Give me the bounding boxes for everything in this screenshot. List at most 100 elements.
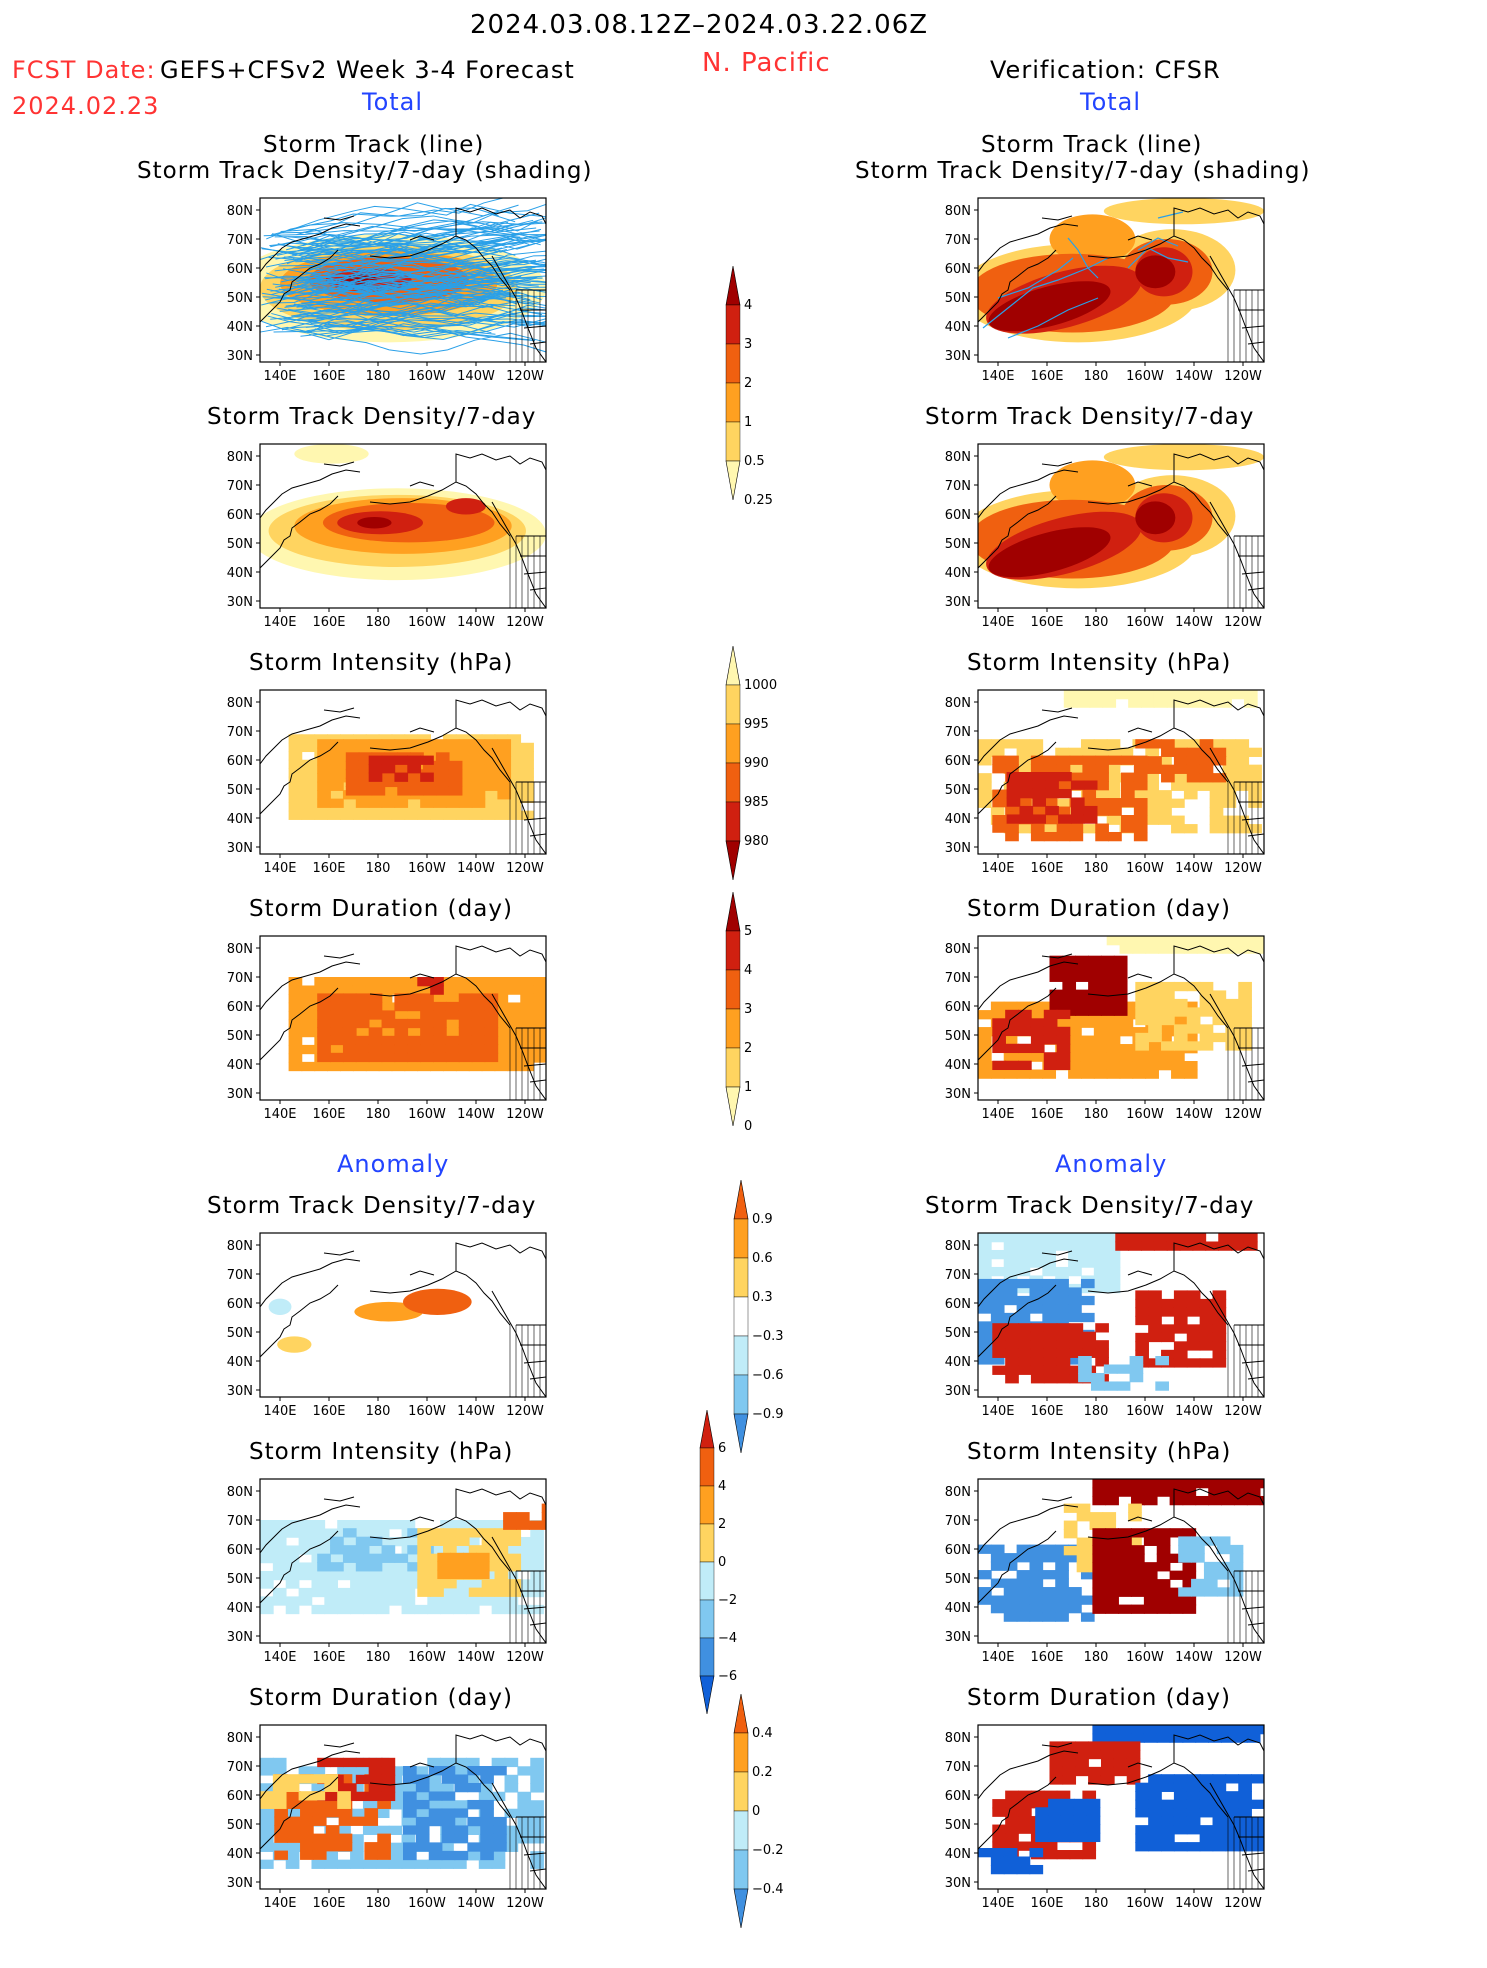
lat-tick-label: 80N	[945, 1731, 971, 1746]
lon-tick-label: 140E	[981, 1896, 1014, 1911]
colorbar-tick-label: 0.2	[752, 1765, 773, 1780]
lon-tick-label: 160E	[1030, 1650, 1063, 1665]
lon-tick-label: 160E	[1030, 1896, 1063, 1911]
region-label: N. Pacific	[702, 48, 831, 78]
lat-tick-label: 60N	[945, 1000, 971, 1015]
lon-tick-label: 140W	[457, 1107, 495, 1122]
title-duration-anom-right: Storm Duration (day)	[967, 1685, 1231, 1711]
colorbar-tick-label: 2	[744, 1041, 752, 1056]
verification-label: Verification: CFSR	[990, 56, 1221, 84]
title-intensity-left: Storm Intensity (hPa)	[249, 650, 513, 676]
lat-tick-label: 60N	[945, 1789, 971, 1804]
lon-tick-label: 140E	[981, 1107, 1014, 1122]
lon-tick-label: 160W	[408, 1107, 446, 1122]
lon-tick-label: 140E	[981, 615, 1014, 630]
lat-tick-label: 50N	[945, 1029, 971, 1044]
lon-tick-label: 180	[366, 1404, 391, 1419]
lat-tick-label: 80N	[227, 1485, 253, 1500]
lat-tick-label: 50N	[227, 783, 253, 798]
lon-tick-label: 120W	[506, 1896, 544, 1911]
lon-tick-label: 160E	[312, 1107, 345, 1122]
lat-tick-label: 60N	[945, 262, 971, 277]
anomaly-label-right: Anomaly	[1055, 1150, 1167, 1178]
lat-tick-label: 70N	[945, 971, 971, 986]
title-intensity-anom-right: Storm Intensity (hPa)	[967, 1439, 1231, 1465]
lat-tick-label: 70N	[945, 1760, 971, 1775]
lat-tick-label: 40N	[945, 320, 971, 335]
fcst-date: 2024.02.23	[12, 92, 159, 120]
lat-tick-label: 60N	[227, 754, 253, 769]
lon-tick-label: 180	[366, 1107, 391, 1122]
title-duration-anom-left: Storm Duration (day)	[249, 1685, 513, 1711]
lat-tick-label: 50N	[945, 1818, 971, 1833]
colorbar-tick-label: −0.2	[752, 1843, 784, 1858]
lat-tick-label: 70N	[945, 1268, 971, 1283]
lon-tick-label: 140E	[981, 369, 1014, 384]
lat-tick-label: 40N	[227, 1355, 253, 1370]
lon-tick-label: 160W	[408, 1896, 446, 1911]
colorbar-tick-label: 2	[744, 376, 752, 391]
lat-tick-label: 60N	[945, 1297, 971, 1312]
colorbar-tick-label: 3	[744, 337, 752, 352]
lon-tick-label: 180	[1084, 615, 1109, 630]
lat-tick-label: 80N	[945, 942, 971, 957]
title-duration-right: Storm Duration (day)	[967, 896, 1231, 922]
lon-tick-label: 160E	[1030, 369, 1063, 384]
lon-tick-label: 160W	[408, 1404, 446, 1419]
lon-tick-label: 160W	[408, 615, 446, 630]
lon-tick-label: 160E	[312, 1896, 345, 1911]
lat-tick-label: 70N	[227, 233, 253, 248]
lat-tick-label: 70N	[227, 1268, 253, 1283]
lon-tick-label: 140E	[263, 1107, 296, 1122]
colorbar-tick-label: 0.6	[752, 1251, 773, 1266]
lon-tick-label: 140E	[263, 1896, 296, 1911]
lat-tick-label: 30N	[227, 841, 253, 856]
lon-tick-label: 140W	[457, 1650, 495, 1665]
colorbar-tick-label: 995	[744, 717, 769, 732]
lat-tick-label: 80N	[227, 942, 253, 957]
lat-tick-label: 30N	[227, 1630, 253, 1645]
colorbar-tick-label: −0.6	[752, 1368, 784, 1383]
lon-tick-label: 160E	[312, 1404, 345, 1419]
lon-tick-label: 160W	[1126, 1404, 1164, 1419]
lat-tick-label: 60N	[227, 1000, 253, 1015]
lon-tick-label: 160E	[312, 369, 345, 384]
lon-tick-label: 140E	[263, 1650, 296, 1665]
lon-tick-label: 160W	[408, 369, 446, 384]
lon-tick-label: 160W	[1126, 369, 1164, 384]
lon-tick-label: 180	[1084, 1650, 1109, 1665]
lon-tick-label: 120W	[1224, 1107, 1262, 1122]
lat-tick-label: 60N	[227, 1297, 253, 1312]
colorbar-tick-label: 0.9	[752, 1212, 773, 1227]
colorbar-tick-label: 4	[718, 1479, 726, 1494]
lat-tick-label: 60N	[227, 508, 253, 523]
lat-tick-label: 70N	[945, 1514, 971, 1529]
colorbar-tick-label: −6	[718, 1669, 737, 1684]
lat-tick-label: 70N	[945, 479, 971, 494]
lat-tick-label: 80N	[945, 1485, 971, 1500]
lon-tick-label: 140W	[457, 1896, 495, 1911]
colorbar-tick-label: 6	[718, 1441, 726, 1456]
lon-tick-label: 140E	[981, 1404, 1014, 1419]
lon-tick-label: 120W	[1224, 369, 1262, 384]
lat-tick-label: 50N	[945, 1572, 971, 1587]
lat-tick-label: 60N	[227, 1789, 253, 1804]
lon-tick-label: 120W	[1224, 1650, 1262, 1665]
colorbar-tick-label: −0.3	[752, 1329, 784, 1344]
lat-tick-label: 80N	[945, 696, 971, 711]
colorbar-tick-label: 980	[744, 834, 769, 849]
lat-tick-label: 70N	[227, 971, 253, 986]
colorbar-tick-label: 0.4	[752, 1726, 773, 1741]
lon-tick-label: 120W	[506, 861, 544, 876]
lon-tick-label: 160E	[1030, 861, 1063, 876]
lon-tick-label: 160W	[1126, 1107, 1164, 1122]
title-track-shading-right: Storm Track Density/7-day (shading)	[855, 158, 1310, 184]
